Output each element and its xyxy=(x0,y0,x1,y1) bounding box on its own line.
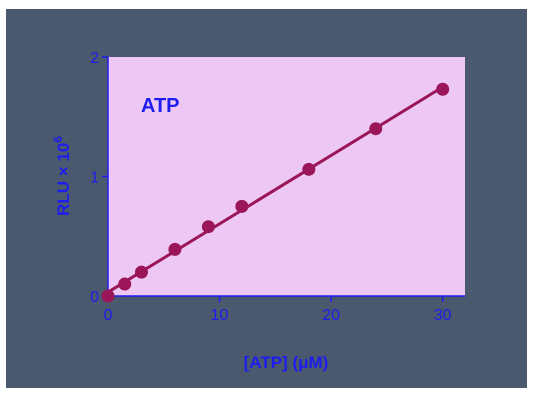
fit-line xyxy=(107,85,444,294)
fit-line-layer xyxy=(107,85,444,294)
data-point xyxy=(101,289,115,303)
y-axis-title-main: RLU × 10 xyxy=(54,143,73,216)
data-point xyxy=(369,122,383,136)
x-tick-label: 30 xyxy=(434,307,452,324)
x-tick-label: 0 xyxy=(104,307,113,324)
x-axis-title: [ATP] (μM) xyxy=(244,353,329,372)
y-tick-label: 0 xyxy=(90,289,99,306)
y-tick-label: 1 xyxy=(90,170,99,187)
y-axis-title-group: RLU × 106 xyxy=(51,136,73,216)
y-axis-title: RLU × 106 xyxy=(51,136,73,216)
data-points xyxy=(101,82,450,303)
data-point xyxy=(302,162,316,176)
chart-annotation: ATP xyxy=(141,95,180,117)
data-point xyxy=(436,82,450,96)
data-point xyxy=(235,199,249,213)
data-point xyxy=(134,265,148,279)
y-tick-label: 2 xyxy=(90,50,99,67)
data-point xyxy=(118,277,132,291)
figure-panel: 0 1 2 0 10 20 30 ATP [ATP] (μM) RLU × 106 xyxy=(6,9,527,388)
x-tick-label: 10 xyxy=(211,307,229,324)
y-axis-title-exponent: 6 xyxy=(51,136,65,143)
data-point xyxy=(168,242,182,256)
data-point xyxy=(201,220,215,234)
x-tick-label: 20 xyxy=(322,307,340,324)
